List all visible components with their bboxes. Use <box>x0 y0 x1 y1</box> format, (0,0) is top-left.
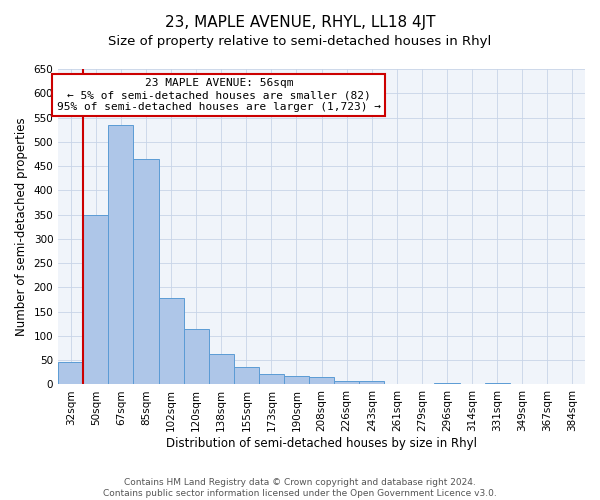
Bar <box>83 214 109 384</box>
Bar <box>184 328 209 384</box>
Bar <box>58 362 83 384</box>
Bar <box>334 380 359 384</box>
Bar <box>234 368 259 384</box>
Bar <box>109 125 133 384</box>
Bar <box>485 383 510 384</box>
Bar <box>158 298 184 384</box>
Text: Contains HM Land Registry data © Crown copyright and database right 2024.
Contai: Contains HM Land Registry data © Crown c… <box>103 478 497 498</box>
Bar <box>259 374 284 384</box>
X-axis label: Distribution of semi-detached houses by size in Rhyl: Distribution of semi-detached houses by … <box>166 437 477 450</box>
Bar <box>209 354 234 384</box>
Y-axis label: Number of semi-detached properties: Number of semi-detached properties <box>15 118 28 336</box>
Bar <box>434 383 460 384</box>
Text: Size of property relative to semi-detached houses in Rhyl: Size of property relative to semi-detach… <box>109 35 491 48</box>
Text: 23 MAPLE AVENUE: 56sqm
← 5% of semi-detached houses are smaller (82)
95% of semi: 23 MAPLE AVENUE: 56sqm ← 5% of semi-deta… <box>57 78 381 112</box>
Bar <box>133 159 158 384</box>
Text: 23, MAPLE AVENUE, RHYL, LL18 4JT: 23, MAPLE AVENUE, RHYL, LL18 4JT <box>165 15 435 30</box>
Bar <box>359 380 385 384</box>
Bar <box>284 376 309 384</box>
Bar <box>309 377 334 384</box>
